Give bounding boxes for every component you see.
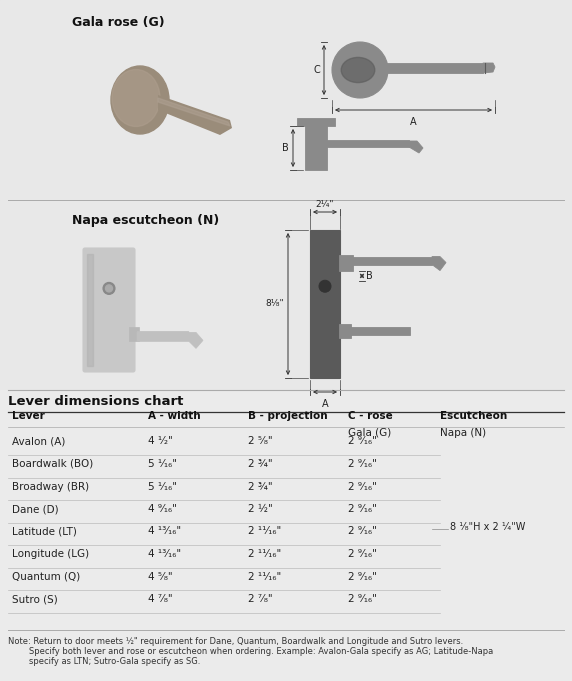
Text: Gala rose (G): Gala rose (G): [72, 16, 165, 29]
Text: 5 ¹⁄₁₆": 5 ¹⁄₁₆": [148, 481, 177, 492]
FancyBboxPatch shape: [137, 332, 189, 341]
Text: 4 ⁵⁄₈": 4 ⁵⁄₈": [148, 571, 173, 582]
Ellipse shape: [341, 57, 375, 82]
Circle shape: [105, 285, 113, 292]
Text: 8¹⁄₈": 8¹⁄₈": [265, 300, 284, 308]
Text: 2 ⁷⁄₈": 2 ⁷⁄₈": [248, 594, 273, 604]
FancyBboxPatch shape: [83, 248, 135, 372]
Circle shape: [319, 281, 331, 292]
Text: 2 ¾": 2 ¾": [248, 459, 273, 469]
Text: Dane (D): Dane (D): [12, 504, 58, 514]
Text: 2¹⁄₄": 2¹⁄₄": [316, 200, 334, 209]
Bar: [87, 254, 93, 366]
Text: 2 ⁹⁄₁₆": 2 ⁹⁄₁₆": [348, 504, 377, 514]
Text: C - rose: C - rose: [348, 411, 393, 421]
Bar: [0, 0, 572, 200]
Text: 2 ¾": 2 ¾": [248, 481, 273, 492]
Text: 4 ⁹⁄₁₆": 4 ⁹⁄₁₆": [148, 504, 177, 514]
Ellipse shape: [112, 69, 160, 127]
Text: Latitude (LT): Latitude (LT): [12, 526, 77, 537]
Text: 4 ¹³⁄₁₆": 4 ¹³⁄₁₆": [148, 526, 181, 537]
Text: Specify both lever and rose or escutcheon when ordering. Example: Avalon-Gala sp: Specify both lever and rose or escutcheo…: [8, 647, 493, 656]
Text: 2 ¹¹⁄₁₆": 2 ¹¹⁄₁₆": [248, 549, 281, 559]
Bar: [297, 118, 335, 126]
Text: A: A: [410, 117, 417, 127]
Text: B - projection: B - projection: [248, 411, 328, 421]
Bar: [129, 328, 139, 341]
Text: Gala (G): Gala (G): [348, 428, 391, 437]
Circle shape: [332, 42, 388, 98]
Polygon shape: [158, 98, 230, 126]
Text: 2 ⁵⁄₈": 2 ⁵⁄₈": [248, 437, 273, 447]
Text: Napa (N): Napa (N): [440, 428, 486, 437]
Text: Note: Return to door meets ½" requirement for Dane, Quantum, Boardwalk and Longi: Note: Return to door meets ½" requiremen…: [8, 637, 463, 646]
Text: 8 ¹⁄₈"H x 2 ¹⁄₄"W: 8 ¹⁄₈"H x 2 ¹⁄₄"W: [450, 522, 525, 532]
Text: 4 ¹⁄₂": 4 ¹⁄₂": [148, 437, 173, 447]
Bar: [352, 257, 432, 264]
Polygon shape: [188, 332, 203, 349]
Text: 4 ⁷⁄₈": 4 ⁷⁄₈": [148, 594, 173, 604]
Bar: [339, 323, 351, 338]
Text: 2 ⁹⁄₁₆": 2 ⁹⁄₁₆": [348, 459, 377, 469]
Text: 2 ⁹⁄₁₆": 2 ⁹⁄₁₆": [348, 526, 377, 537]
Text: 2 ⁹⁄₁₆": 2 ⁹⁄₁₆": [348, 594, 377, 604]
Polygon shape: [432, 257, 446, 270]
Text: A: A: [321, 399, 328, 409]
Text: Escutcheon: Escutcheon: [440, 411, 507, 421]
Text: Boardwalk (BO): Boardwalk (BO): [12, 459, 93, 469]
Text: 2 ⁹⁄₁₆": 2 ⁹⁄₁₆": [348, 571, 377, 582]
Bar: [0, 390, 572, 681]
Text: Avalon (A): Avalon (A): [12, 437, 65, 447]
Text: 2 ⁹⁄₁₆": 2 ⁹⁄₁₆": [348, 437, 377, 447]
Bar: [305, 126, 327, 170]
Polygon shape: [409, 141, 423, 153]
Text: Broadway (BR): Broadway (BR): [12, 481, 89, 492]
Text: A - width: A - width: [148, 411, 201, 421]
Text: 4 ¹³⁄₁₆": 4 ¹³⁄₁₆": [148, 549, 181, 559]
Text: Lever: Lever: [12, 411, 45, 421]
Text: Napa escutcheon (N): Napa escutcheon (N): [72, 214, 219, 227]
Text: Lever dimensions chart: Lever dimensions chart: [8, 395, 184, 408]
Bar: [386, 63, 483, 73]
Text: 2 ¹¹⁄₁₆": 2 ¹¹⁄₁₆": [248, 526, 281, 537]
Text: 2 ⁹⁄₁₆": 2 ⁹⁄₁₆": [348, 481, 377, 492]
Text: C: C: [313, 65, 320, 75]
Text: B: B: [282, 143, 289, 153]
Text: 2 ⁹⁄₁₆": 2 ⁹⁄₁₆": [348, 549, 377, 559]
Text: Longitude (LG): Longitude (LG): [12, 549, 89, 559]
Text: specify as LTN; Sutro-Gala specify as SG.: specify as LTN; Sutro-Gala specify as SG…: [8, 657, 200, 666]
Bar: [310, 230, 340, 378]
Ellipse shape: [111, 66, 169, 134]
Text: 2 ½": 2 ½": [248, 504, 273, 514]
Bar: [0, 200, 572, 390]
Circle shape: [103, 283, 115, 294]
Text: B: B: [366, 271, 373, 281]
Bar: [350, 327, 410, 334]
Text: Sutro (S): Sutro (S): [12, 594, 58, 604]
Polygon shape: [483, 63, 495, 73]
Text: Quantum (Q): Quantum (Q): [12, 571, 80, 582]
Text: 2 ¹¹⁄₁₆": 2 ¹¹⁄₁₆": [248, 571, 281, 582]
Bar: [327, 140, 409, 147]
Polygon shape: [158, 95, 232, 135]
Bar: [339, 255, 353, 270]
Text: 5 ¹⁄₁₆": 5 ¹⁄₁₆": [148, 459, 177, 469]
